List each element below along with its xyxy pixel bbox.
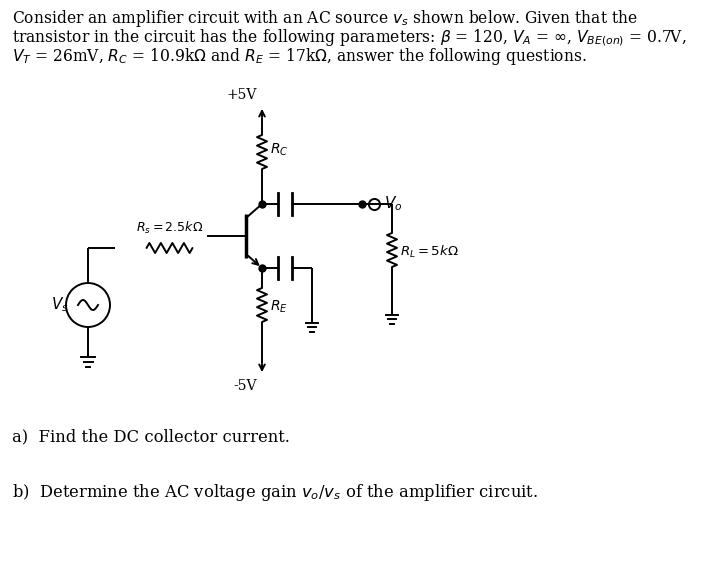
Text: $R_L = 5k\Omega$: $R_L = 5k\Omega$ — [400, 244, 459, 260]
Text: -5V: -5V — [233, 379, 257, 393]
Text: a)  Find the DC collector current.: a) Find the DC collector current. — [12, 428, 290, 445]
Text: $V_o$: $V_o$ — [384, 194, 402, 213]
Text: +5V: +5V — [226, 88, 257, 102]
Text: $V_T$ = 26mV, $R_C$ = 10.9k$\Omega$ and $R_E$ = 17k$\Omega$, answer the followin: $V_T$ = 26mV, $R_C$ = 10.9k$\Omega$ and … — [12, 46, 587, 67]
Text: $R_s = 2.5k\Omega$: $R_s = 2.5k\Omega$ — [136, 220, 203, 236]
Text: $V_s$: $V_s$ — [51, 296, 69, 314]
Text: $R_C$: $R_C$ — [270, 142, 288, 158]
Text: transistor in the circuit has the following parameters: $\beta$ = 120, $V_A$ = $: transistor in the circuit has the follow… — [12, 27, 687, 48]
Text: b)  Determine the AC voltage gain $v_o$/$v_s$ of the amplifier circuit.: b) Determine the AC voltage gain $v_o$/$… — [12, 482, 538, 503]
Text: Consider an amplifier circuit with an AC source $v_s$ shown below. Given that th: Consider an amplifier circuit with an AC… — [12, 8, 638, 29]
Text: $R_E$: $R_E$ — [270, 299, 288, 315]
